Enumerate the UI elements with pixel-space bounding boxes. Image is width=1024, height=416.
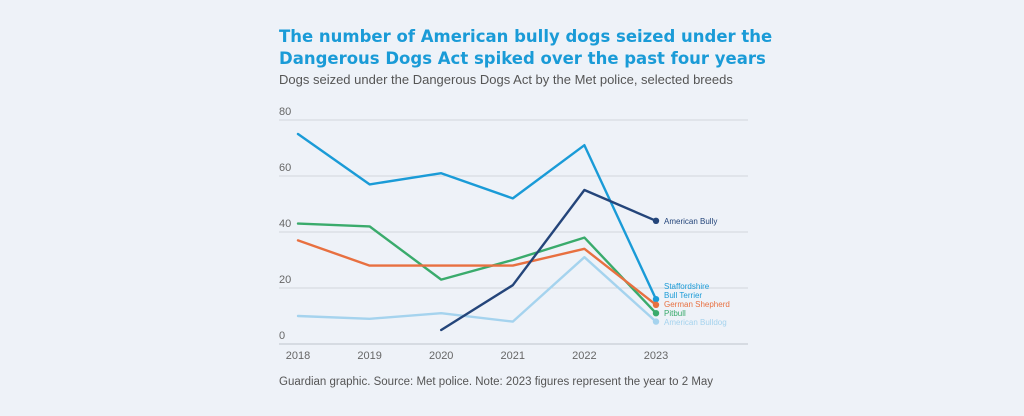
x-tick-label: 2019: [357, 350, 381, 362]
y-tick-label: 0: [279, 330, 285, 342]
x-tick-label: 2021: [501, 350, 525, 362]
series-end-point: [652, 310, 660, 317]
series-end-point: [652, 318, 660, 325]
series-end-point: [652, 301, 660, 308]
series-label: American Bulldog: [664, 318, 727, 327]
chart-subtitle: Dogs seized under the Dangerous Dogs Act…: [279, 72, 733, 87]
series-label: American Bully: [664, 217, 717, 226]
series-end-point: [652, 217, 660, 224]
y-tick-label: 20: [279, 274, 291, 286]
chart-title: The number of American bully dogs seized…: [279, 27, 773, 68]
series-label: Bull Terrier: [664, 291, 702, 300]
source-note: Guardian graphic. Source: Met police. No…: [279, 376, 714, 388]
y-tick-label: 60: [279, 162, 291, 174]
series-line: [296, 222, 658, 315]
series-label: German Shepherd: [664, 300, 730, 309]
y-tick-label: 40: [279, 218, 291, 230]
series-line: [296, 239, 658, 306]
x-tick-label: 2018: [286, 350, 310, 362]
x-tick-label: 2023: [644, 350, 668, 362]
series-line: [440, 188, 658, 332]
series-label: Pitbull: [664, 309, 686, 318]
series-label: Staffordshire: [664, 282, 710, 291]
series-line: [296, 256, 658, 323]
series-line: [296, 132, 658, 301]
x-tick-label: 2022: [572, 350, 596, 362]
series-end-point: [652, 296, 660, 303]
x-tick-label: 2020: [429, 350, 453, 362]
y-tick-label: 80: [279, 106, 291, 118]
